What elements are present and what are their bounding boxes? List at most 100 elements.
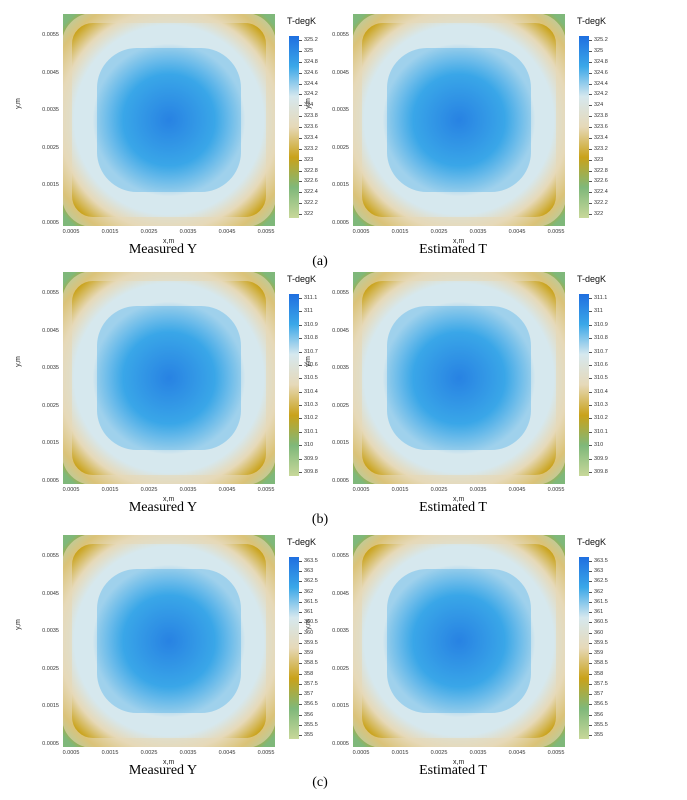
- colorbar-tick-label: 310.1: [304, 428, 318, 435]
- x-tick-label: 0.0025: [140, 750, 158, 756]
- y-tick-label: 0.0055: [42, 553, 59, 559]
- colorbar-tick-label: 310.6: [304, 361, 318, 368]
- colorbar-tick-label: 311.1: [304, 295, 318, 301]
- colorbar-title: T-degK: [287, 537, 317, 547]
- y-tick-label: 0.0035: [332, 107, 349, 113]
- heatmap-panel: 0.0055 0.0045 0.0035 0.0025 0.0015 0.0005 0.00…: [0, 258, 318, 516]
- colorbar-tick-mark: [299, 170, 302, 172]
- colorbar-tick-label: 361: [594, 609, 604, 616]
- colorbar-tick-label: 323: [304, 156, 314, 163]
- colorbar-tick-label: 355: [304, 732, 314, 738]
- heatmap-plot: [63, 535, 275, 747]
- colorbar-tick-mark: [299, 181, 302, 183]
- colorbar-tick-label: 359.5: [304, 639, 318, 646]
- heatmap-plot: [63, 14, 275, 226]
- panel-caption: Measured Y: [128, 763, 198, 778]
- x-tick-label: 0.0045: [218, 229, 236, 235]
- colorbar-tick-mark: [299, 105, 302, 107]
- x-tick-label: 0.0015: [101, 229, 119, 235]
- colorbar-tick-mark: [589, 351, 592, 353]
- y-tick-label: 0.0015: [42, 440, 59, 446]
- colorbar-tick-label: 310.7: [594, 348, 608, 355]
- colorbar-tick-label: 310.3: [304, 402, 318, 409]
- colorbar-tick-mark: [589, 324, 592, 326]
- heatmap-field: [353, 535, 565, 747]
- colorbar-tick-label: 359.5: [594, 639, 608, 646]
- colorbar-tick-mark: [589, 298, 592, 299]
- y-tick-label: 0.0025: [42, 665, 59, 672]
- colorbar-tick-mark: [299, 591, 302, 593]
- colorbar-tick-label: 324: [594, 102, 604, 109]
- colorbar-tick-mark: [299, 431, 302, 433]
- heatmap-field: [63, 535, 275, 747]
- colorbar-tick-mark: [299, 601, 302, 603]
- colorbar-tick-mark: [299, 472, 302, 473]
- heatmap-core: [97, 569, 241, 713]
- colorbar-tick-label: 310.8: [304, 335, 318, 342]
- colorbar-tick-label: 324.8: [304, 58, 318, 65]
- colorbar-tick-mark: [589, 683, 592, 685]
- panel-caption: Estimated T: [419, 500, 487, 515]
- x-tick-label: 0.0005: [352, 487, 370, 493]
- colorbar: [579, 36, 589, 218]
- x-tick-label: 0.0035: [469, 487, 487, 493]
- colorbar-tick-label: 309.9: [304, 455, 318, 462]
- colorbar-tick-mark: [589, 137, 592, 139]
- colorbar-tick-mark: [299, 324, 302, 326]
- colorbar-tick-mark: [299, 663, 302, 665]
- y-tick-label: 0.0025: [42, 144, 59, 151]
- colorbar-tick-mark: [589, 364, 592, 366]
- heatmap-edge: [63, 14, 275, 226]
- heatmap-svg: [63, 14, 275, 226]
- colorbar-tick-mark: [299, 203, 302, 205]
- heatmap-panel: 0.0055 0.0045 0.0035 0.0025 0.0015 0.0005 0.00…: [0, 521, 318, 779]
- colorbar-title: T-degK: [577, 537, 607, 547]
- colorbar: [289, 557, 299, 739]
- colorbar-tick-mark: [589, 214, 592, 215]
- colorbar-tick-mark: [589, 405, 592, 407]
- colorbar-tick-mark: [299, 351, 302, 353]
- x-tick-label: 0.0015: [391, 229, 409, 235]
- colorbar-tick-mark: [589, 571, 592, 573]
- colorbar-tick-label: 356: [304, 711, 314, 718]
- colorbar-tick-label: 362: [304, 588, 314, 595]
- colorbar-tick-label: 322.4: [304, 189, 318, 196]
- colorbar-tick-mark: [299, 391, 302, 393]
- colorbar-tick-label: 325.2: [594, 37, 608, 43]
- colorbar-tick-mark: [299, 214, 302, 215]
- colorbar-tick-mark: [589, 704, 592, 706]
- colorbar-tick-label: 310.7: [304, 348, 318, 355]
- colorbar-tick-label: 311.1: [594, 295, 608, 301]
- heatmap-field: [63, 272, 275, 484]
- colorbar-tick-label: 310.5: [594, 375, 608, 382]
- colorbar-tick-mark: [589, 40, 592, 41]
- heatmap-svg: [63, 535, 275, 747]
- colorbar-tick-mark: [299, 72, 302, 74]
- heatmap-edge: [353, 535, 565, 747]
- colorbar-tick-label: 310.5: [304, 375, 318, 382]
- colorbar-tick-label: 358.5: [304, 660, 318, 667]
- colorbar-tick-label: 322: [594, 211, 604, 217]
- colorbar-tick-label: 360: [594, 629, 604, 636]
- y-tick-label: 0.0045: [332, 590, 349, 597]
- colorbar-tick-mark: [589, 591, 592, 593]
- y-tick-label: 0.0005: [332, 477, 349, 484]
- heatmap-core: [387, 569, 531, 713]
- y-tick-label: 0.0025: [42, 402, 59, 409]
- colorbar-tick-label: 360.5: [304, 619, 318, 626]
- x-tick-label: 0.0055: [257, 750, 275, 756]
- x-axis-label: x,m: [163, 238, 175, 245]
- x-tick-label: 0.0005: [62, 750, 80, 756]
- colorbar-tick-mark: [299, 61, 302, 63]
- x-tick-label: 0.0035: [469, 750, 487, 756]
- colorbar-tick-label: 322.8: [304, 167, 318, 174]
- colorbar-tick-label: 355.5: [594, 721, 608, 728]
- x-tick-label: 0.0055: [547, 750, 565, 756]
- colorbar-tick-mark: [589, 148, 592, 150]
- colorbar-tick-mark: [589, 50, 592, 52]
- heatmap-edge: [353, 272, 565, 484]
- colorbar-tick-label: 363.5: [304, 558, 318, 564]
- y-tick-label: 0.0015: [42, 703, 59, 709]
- y-axis-label: y,m: [14, 619, 22, 630]
- colorbar-tick-mark: [299, 724, 302, 726]
